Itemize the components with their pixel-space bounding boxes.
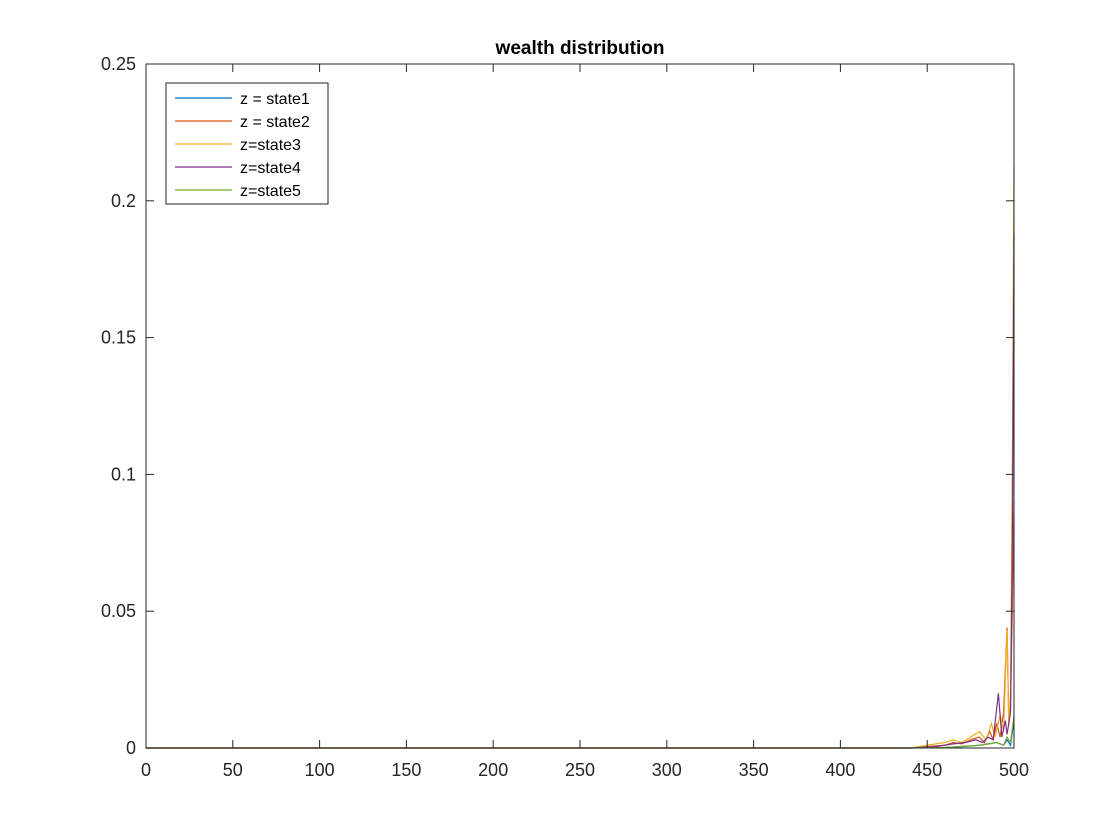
x-tick-label: 150 xyxy=(391,760,421,780)
y-tick-label: 0.25 xyxy=(101,54,136,74)
y-tick-label: 0 xyxy=(126,738,136,758)
y-tick-label: 0.2 xyxy=(111,191,136,211)
legend: z = state1 z = state2 z=state3 z=state4 z=st… xyxy=(165,82,329,205)
legend-label: z=state3 xyxy=(240,137,301,154)
x-tick-label: 500 xyxy=(999,760,1029,780)
y-tick-label: 0.15 xyxy=(101,328,136,348)
x-tick-label: 0 xyxy=(141,760,151,780)
legend-label: z=state4 xyxy=(240,160,301,177)
tick-layer: 0 50 100 150 200 250 300 350 400 450 500 0 0.05 0.1 0.… xyxy=(101,54,1029,780)
x-tick-label: 50 xyxy=(223,760,243,780)
x-tick-label: 300 xyxy=(652,760,682,780)
legend-label: z=state5 xyxy=(240,183,301,200)
legend-label: z = state1 xyxy=(240,91,310,108)
series-line-4 xyxy=(146,233,1015,749)
x-tick-label: 450 xyxy=(912,760,942,780)
x-tick-label: 100 xyxy=(305,760,335,780)
chart-title: wealth distribution xyxy=(495,38,665,59)
y-tick-label: 0.05 xyxy=(101,601,136,621)
x-tick-label: 400 xyxy=(825,760,855,780)
x-tick-label: 250 xyxy=(565,760,595,780)
x-tick-label: 200 xyxy=(478,760,508,780)
legend-label: z = state2 xyxy=(240,114,310,131)
y-tick-label: 0.1 xyxy=(111,464,136,484)
x-tick-label: 350 xyxy=(739,760,769,780)
